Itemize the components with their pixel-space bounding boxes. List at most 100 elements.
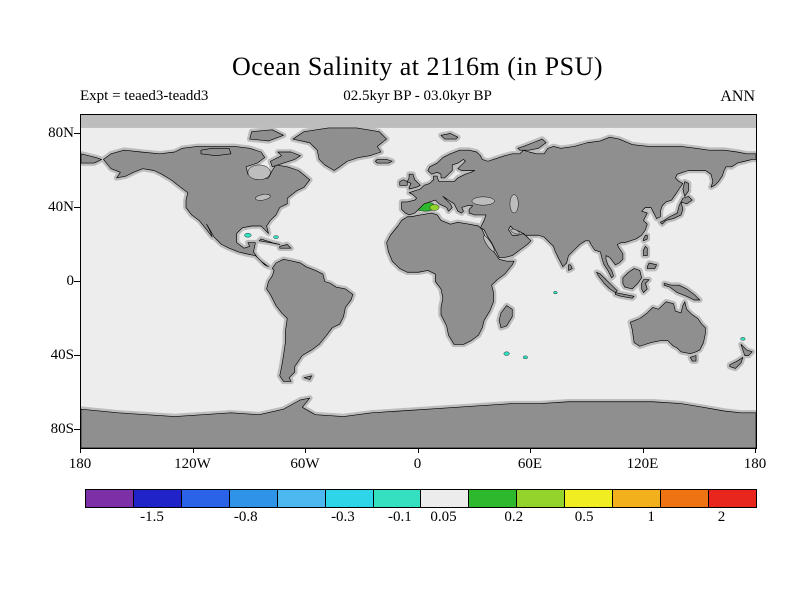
continent-shape — [81, 153, 102, 164]
anomaly-spot — [740, 337, 746, 341]
continent-shape — [401, 136, 756, 279]
lon-tick-label: 180 — [68, 456, 92, 472]
lat-tick-mark — [74, 132, 80, 134]
continent-shape — [596, 271, 618, 293]
colorbar-tick-label: 0.2 — [504, 509, 524, 525]
continent-shape — [729, 357, 744, 369]
plot-title: Ocean Salinity at 2116m (in PSU) — [231, 52, 604, 81]
caspian-sea — [509, 194, 519, 214]
continent-shape — [740, 344, 753, 356]
red-sea — [483, 235, 495, 252]
colorbar-segment — [86, 490, 133, 507]
colorbar-segment — [516, 490, 565, 507]
continent-shape — [440, 133, 459, 140]
colorbar-segment — [372, 490, 421, 507]
lat-tick-mark — [74, 206, 80, 208]
hudson-bay — [247, 164, 271, 180]
colorbar-segment — [564, 490, 613, 507]
experiment-label: Expt = teaed3-teadd3 — [80, 88, 209, 104]
continent-shape — [258, 238, 281, 245]
lon-tick-label: 120W — [174, 456, 211, 472]
colorbar-segment — [132, 490, 181, 507]
anomaly-spot — [522, 355, 528, 360]
continent-shape — [643, 246, 648, 256]
colorbar-segment — [228, 490, 277, 507]
continent-shape — [200, 147, 232, 157]
colorbar-tick-label: -0.8 — [233, 509, 258, 525]
colorbar-segment — [180, 490, 229, 507]
arctic-mask-strip — [81, 115, 756, 128]
colorbar-segment — [276, 490, 325, 507]
colorbar-segment — [612, 490, 661, 507]
continent-shape — [646, 262, 657, 269]
lakes-layer — [247, 164, 520, 252]
lon-tick-mark — [530, 448, 531, 453]
lat-tick-label: 40N — [48, 198, 74, 215]
period-label: 02.5kyr BP - 03.0kyr BP — [343, 88, 492, 104]
anomaly-spot — [503, 351, 510, 356]
colorbar-tick-label: -0.1 — [388, 509, 412, 525]
persian-gulf — [510, 228, 520, 235]
lon-tick-mark — [305, 448, 306, 453]
lon-tick-mark — [192, 448, 194, 453]
black-sea — [471, 196, 495, 206]
continent-shape — [622, 268, 642, 290]
lat-tick-label: 0 — [66, 272, 75, 289]
lon-tick-label: 120E — [626, 456, 659, 472]
continent-shape — [498, 305, 513, 329]
continent-shape — [266, 258, 354, 382]
colorbar-segment — [324, 490, 373, 507]
lon-tick-label: 0 — [413, 456, 422, 472]
colorbar-segment — [468, 490, 517, 507]
colorbar-tick-label: 0.05 — [430, 509, 457, 525]
colorbar — [85, 489, 757, 508]
continent-shape — [663, 283, 701, 301]
colorbar-segment — [420, 490, 469, 507]
anomaly-spot — [244, 233, 252, 238]
world-map — [81, 115, 756, 448]
great-lakes — [255, 194, 271, 201]
colorbar-segment — [660, 490, 708, 507]
continent-shape — [249, 129, 284, 142]
lon-tick-mark — [755, 448, 756, 453]
continents-layer — [81, 127, 756, 448]
lat-tick-label: 40S — [50, 346, 74, 363]
continent-shape — [690, 355, 697, 362]
anomaly-spot — [273, 235, 279, 239]
anomaly-spot — [429, 204, 440, 211]
continent-shape — [660, 196, 693, 225]
continent-shape — [406, 173, 421, 190]
continent-shape — [568, 264, 573, 271]
lat-tick-mark — [74, 280, 80, 282]
continent-shape — [615, 292, 635, 299]
continent-shape — [399, 179, 408, 186]
lat-tick-label: 80N — [48, 124, 74, 141]
continent-shape — [643, 234, 648, 242]
lon-tick-mark — [80, 448, 81, 453]
lat-tick-mark — [74, 428, 80, 430]
colorbar-tick-label: 1 — [647, 509, 655, 525]
continent-shape — [375, 159, 393, 164]
continent-shape — [103, 146, 311, 268]
colorbar-segment — [707, 490, 756, 507]
continent-shape — [630, 301, 706, 354]
continent-shape — [517, 138, 547, 151]
continent-shape — [682, 181, 689, 197]
lon-tick-label: 60W — [290, 456, 320, 472]
lon-tick-label: 60E — [517, 456, 543, 472]
continent-shape — [270, 151, 301, 168]
lat-tick-mark — [74, 354, 80, 356]
continent-shape — [641, 279, 650, 293]
lon-tick-mark — [642, 448, 644, 453]
continent-shape — [279, 244, 292, 249]
lon-tick-mark — [417, 448, 419, 453]
colorbar-tick-label: 0.5 — [574, 509, 594, 525]
colorbar-tick-label: -1.5 — [140, 509, 164, 525]
season-label: ANN — [720, 88, 755, 105]
continent-shape — [386, 212, 515, 345]
lon-tick-label: 180 — [743, 456, 767, 472]
lat-tick-label: 80S — [50, 420, 74, 437]
map-frame — [80, 114, 757, 449]
continent-shape — [292, 127, 387, 171]
colorbar-tick-label: -0.3 — [331, 509, 355, 525]
